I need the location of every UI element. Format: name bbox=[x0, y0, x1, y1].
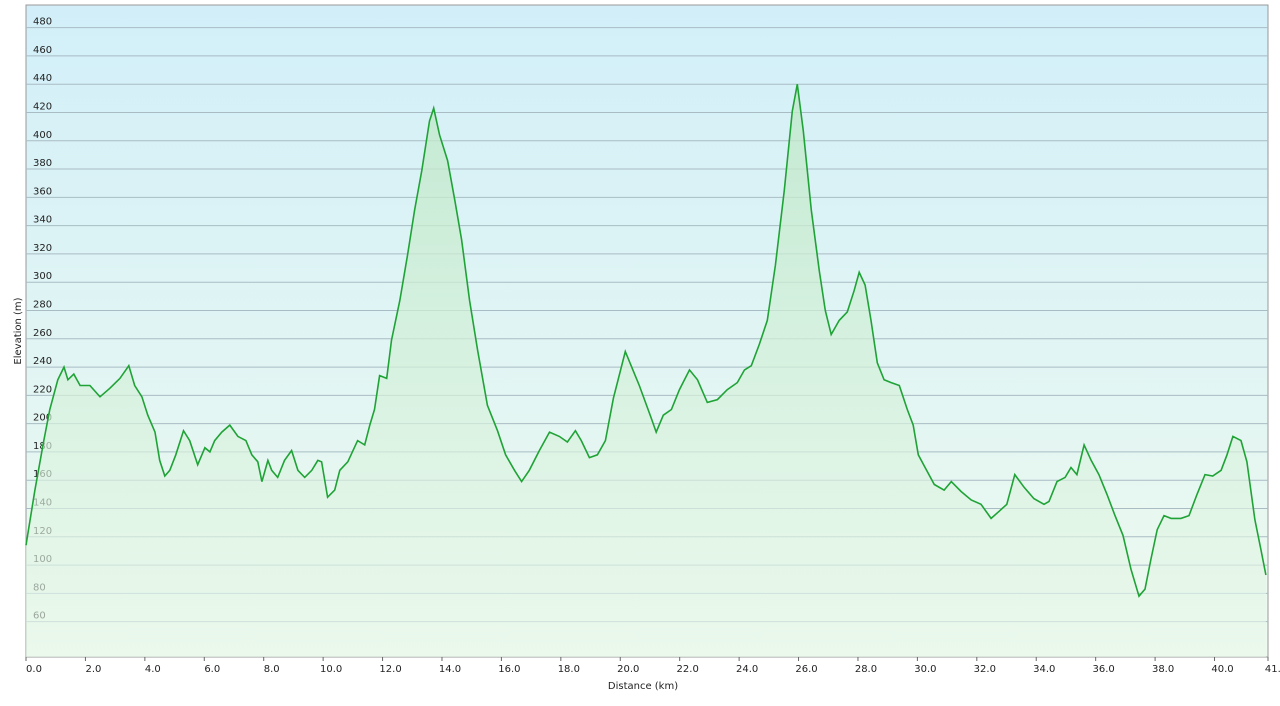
x-tick-label: 28.0 bbox=[855, 664, 877, 675]
x-axis-label: Distance (km) bbox=[608, 681, 678, 692]
y-tick-label: 320 bbox=[33, 243, 52, 254]
x-tick-label: 20.0 bbox=[617, 664, 639, 675]
x-tick-label: 32.0 bbox=[974, 664, 996, 675]
x-tick-label: 14.0 bbox=[439, 664, 461, 675]
x-tick-label: 16.0 bbox=[498, 664, 520, 675]
y-tick-label: 240 bbox=[33, 356, 52, 367]
y-tick-label: 200 bbox=[33, 413, 52, 424]
x-tick-label: 24.0 bbox=[736, 664, 758, 675]
y-tick-label: 440 bbox=[33, 73, 52, 84]
x-tick-label: 0.0 bbox=[26, 664, 42, 675]
y-tick-label: 380 bbox=[33, 158, 52, 169]
x-tick-label: 6.0 bbox=[204, 664, 220, 675]
y-tick-label: 280 bbox=[33, 299, 52, 310]
y-tick-label: 460 bbox=[33, 45, 52, 56]
x-tick-label: 2.0 bbox=[85, 664, 101, 675]
x-tick-label: 4.0 bbox=[145, 664, 161, 675]
x-tick-label: 36.0 bbox=[1093, 664, 1115, 675]
y-tick-label: 300 bbox=[33, 271, 52, 282]
x-tick-label: 41.8 bbox=[1265, 664, 1280, 675]
x-tick-label: 40.0 bbox=[1211, 664, 1233, 675]
elevation-line bbox=[25, 84, 1267, 598]
x-tick-label: 30.0 bbox=[914, 664, 936, 675]
y-tick-label: 420 bbox=[33, 101, 52, 112]
y-axis-label: Elevation (m) bbox=[13, 297, 24, 364]
y-tick-label: 360 bbox=[33, 186, 52, 197]
x-tick-label: 8.0 bbox=[264, 664, 280, 675]
y-tick-label: 340 bbox=[33, 215, 52, 226]
x-tick-label: 34.0 bbox=[1033, 664, 1055, 675]
y-tick-label: 400 bbox=[33, 130, 52, 141]
x-tick-label: 26.0 bbox=[795, 664, 817, 675]
area-fill bbox=[26, 84, 1266, 657]
x-tick-label: 22.0 bbox=[677, 664, 699, 675]
y-tick-label: 260 bbox=[33, 328, 52, 339]
y-tick-label: 220 bbox=[33, 384, 52, 395]
x-tick-label: 18.0 bbox=[558, 664, 580, 675]
x-tick-label: 38.0 bbox=[1152, 664, 1174, 675]
x-tick-label: 10.0 bbox=[320, 664, 342, 675]
y-tick-label: 480 bbox=[33, 17, 52, 28]
x-tick-label: 12.0 bbox=[379, 664, 401, 675]
